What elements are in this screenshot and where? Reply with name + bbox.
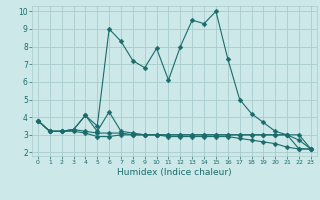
X-axis label: Humidex (Indice chaleur): Humidex (Indice chaleur) bbox=[117, 168, 232, 177]
